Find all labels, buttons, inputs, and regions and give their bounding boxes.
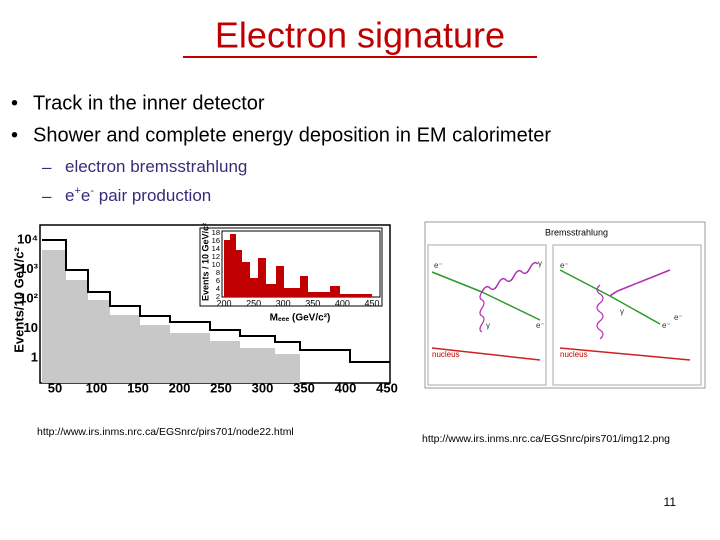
inset-x-label: Mₑₑₑ (GeV/c²)	[270, 313, 331, 324]
diagram-label: γ	[486, 321, 490, 330]
text-part: electron bremsstrahlung	[65, 157, 247, 176]
x-tick-label: 150	[127, 380, 149, 395]
bullet: Shower and complete energy deposition in…	[33, 124, 551, 146]
y-tick-label: 10²	[19, 290, 38, 305]
inset-y-tick: 6	[216, 276, 220, 285]
x-tick-label: 450	[376, 380, 398, 395]
diagram-label: nucleus	[560, 350, 588, 359]
electron-line	[431, 271, 483, 293]
y-tick-label: 10³	[19, 261, 38, 276]
inset-y-tick: 4	[216, 284, 220, 293]
diagram-label: γ	[538, 259, 542, 268]
y-tick-label: 10	[24, 320, 38, 335]
sub-marker: –	[42, 157, 52, 176]
y-tick-label: 1	[31, 349, 38, 364]
y-tick-label: 10⁴	[17, 231, 38, 246]
inset-y-tick: 14	[212, 244, 220, 253]
text-part: e	[81, 186, 90, 205]
inset-x-tick: 350	[305, 298, 320, 308]
sub-marker: –	[42, 186, 52, 205]
caption: http://www.irs.inms.nrc.ca/EGSnrc/pirs70…	[422, 433, 670, 445]
x-tick-label: 400	[335, 380, 357, 395]
virtual-photon	[479, 291, 485, 333]
y-axis-label: Events/10 GeV/c²	[11, 247, 26, 353]
diagram-label: e⁻	[434, 261, 443, 270]
panel	[552, 244, 702, 386]
histogram-figure: Events/10 GeV/c² Events / 10 GeV/c² Mₑₑₑ…	[11, 223, 397, 395]
x-tick-label: 300	[252, 380, 274, 395]
electron-line	[609, 295, 661, 325]
superscript: +	[74, 185, 80, 197]
diagram-label: e⁻	[560, 261, 569, 270]
diagram-label: e⁻	[674, 313, 683, 322]
histogram-outline	[42, 239, 390, 363]
sub-bullet: electron bremsstrahlung	[65, 157, 247, 176]
photon	[481, 261, 539, 293]
x-tick-label: 100	[86, 380, 108, 395]
inset-x-tick: 450	[364, 298, 379, 308]
page-number: 11	[664, 495, 677, 509]
electron-line	[481, 291, 541, 321]
diagram-label: e⁻	[662, 321, 671, 330]
text-part: e	[65, 186, 74, 205]
inset-x-tick: 400	[335, 298, 350, 308]
inset-x-tick: 200	[216, 298, 231, 308]
superscript: -	[90, 185, 94, 197]
x-tick-label: 350	[293, 380, 315, 395]
virtual-photon	[596, 284, 604, 340]
nucleus-line	[559, 347, 691, 361]
bremsstrahlung-figure: Bremsstrahlung e⁻ γγ e⁻nucleuse⁻e⁻γe⁻nucle…	[424, 221, 706, 389]
diagram-label: e⁻	[536, 321, 545, 330]
photon	[609, 269, 671, 297]
electron-line	[559, 269, 611, 297]
inset-y-label: Events / 10 GeV/c²	[200, 223, 210, 301]
x-tick-label: 50	[48, 380, 62, 395]
x-tick-label: 200	[169, 380, 191, 395]
x-tick-label: 250	[210, 380, 232, 395]
caption: http://www.irs.inms.nrc.ca/EGSnrc/pirs70…	[37, 426, 294, 438]
sub-bullet: e+e- pair production	[65, 185, 211, 206]
diagram-label: γ	[620, 307, 624, 316]
figure-title: Bremsstrahlung	[545, 227, 608, 237]
inset-histogram	[224, 234, 372, 297]
slide-title: Electron signature	[215, 15, 505, 56]
nucleus-line	[431, 347, 541, 361]
inset-x-tick: 300	[276, 298, 291, 308]
inset-x-tick: 250	[246, 298, 261, 308]
diagram-label: nucleus	[432, 350, 460, 359]
inset-y-tick: 18	[212, 228, 220, 237]
inset-y-tick: 8	[216, 268, 220, 277]
panel	[427, 244, 547, 386]
bullet: Track in the inner detector	[33, 92, 265, 114]
bullet-marker: •	[11, 92, 18, 114]
inset-y-tick: 2	[216, 292, 220, 301]
inset-y-tick: 16	[212, 236, 220, 245]
inset-y-tick: 12	[212, 252, 220, 261]
inset-y-tick: 10	[212, 260, 220, 269]
histogram-light	[42, 250, 300, 383]
text-part: pair production	[94, 186, 211, 205]
bullet-marker: •	[11, 124, 18, 146]
